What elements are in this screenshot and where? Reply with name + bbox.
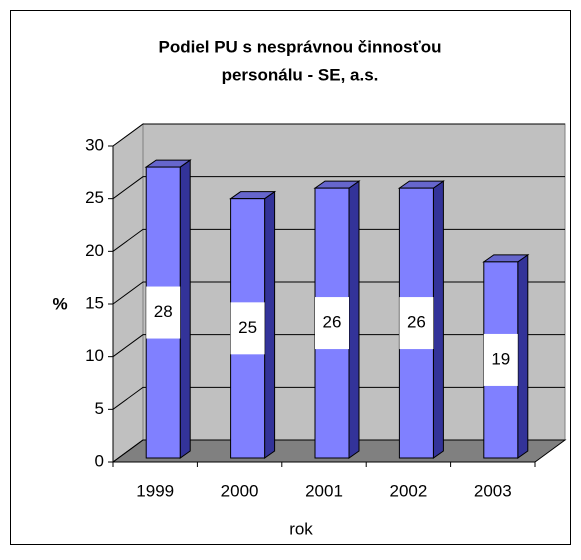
value-label-box xyxy=(399,297,434,350)
bar-side xyxy=(432,180,444,459)
x-tick-label: 2001 xyxy=(305,481,343,500)
y-tick-label: 5 xyxy=(95,399,104,418)
x-tick-label: 2003 xyxy=(474,481,512,500)
y-tick-label: 20 xyxy=(85,241,104,260)
y-tick-label: 15 xyxy=(85,293,104,312)
y-tick-label: 30 xyxy=(85,135,104,154)
x-tick-label: 1999 xyxy=(136,481,174,500)
grid-line xyxy=(112,176,565,200)
value-label: 25 xyxy=(238,318,257,337)
chart-title: Podiel PU s nesprávnou činnosťou xyxy=(158,37,441,56)
value-label: 19 xyxy=(491,349,510,368)
value-label-box xyxy=(315,297,349,350)
y-tick-label: 0 xyxy=(95,451,104,470)
value-label: 26 xyxy=(407,313,426,332)
y-axis-label: % xyxy=(52,294,67,313)
grid-line xyxy=(112,123,565,147)
bar-side xyxy=(517,253,529,459)
x-axis-label: rok xyxy=(289,519,313,538)
chart-subtitle: personálu - SE, a.s. xyxy=(222,65,379,84)
value-label: 26 xyxy=(323,313,342,332)
bar xyxy=(229,190,277,459)
y-tick-label: 25 xyxy=(85,188,104,207)
bar-side xyxy=(348,180,360,459)
value-label: 28 xyxy=(154,302,173,321)
value-label-box xyxy=(146,286,181,339)
x-tick-label: 2000 xyxy=(221,481,259,500)
y-tick-label: 10 xyxy=(85,346,104,365)
x-tick-label: 2002 xyxy=(389,481,427,500)
bar-side xyxy=(264,190,276,459)
bar-side xyxy=(179,159,191,459)
value-label-box xyxy=(230,302,265,355)
value-label-box xyxy=(483,333,518,386)
